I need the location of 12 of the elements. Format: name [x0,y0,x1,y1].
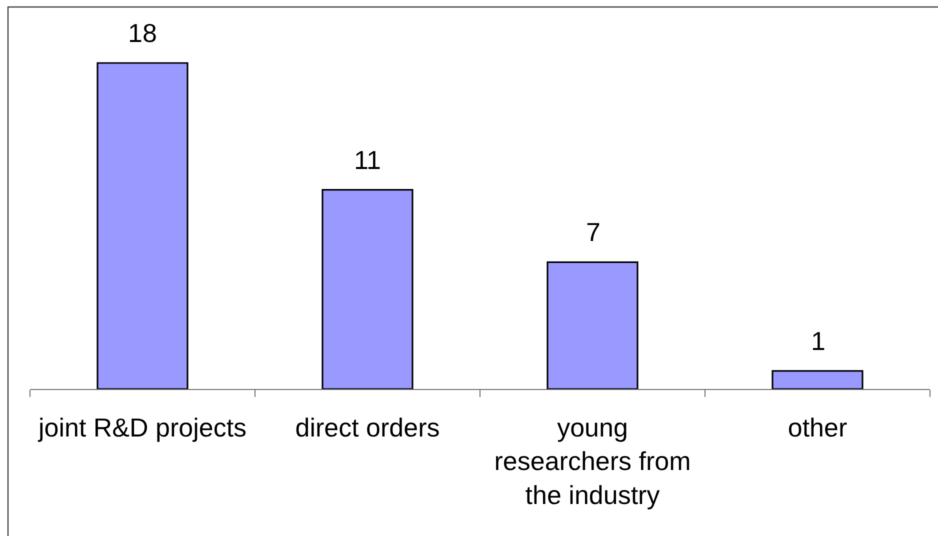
bar [546,261,638,389]
data-label: 1 [811,326,826,356]
x-tick-label: other [788,412,848,442]
data-label: 18 [128,18,157,48]
bar [96,62,188,389]
bar [322,188,414,389]
bar [772,370,864,389]
x-tick-label: joint R&D projects [37,412,247,442]
data-label: 7 [586,217,600,247]
x-tick-label: young researchers from the industry [494,412,691,510]
x-tick-label: direct orders [295,412,440,442]
data-label: 11 [354,145,381,175]
